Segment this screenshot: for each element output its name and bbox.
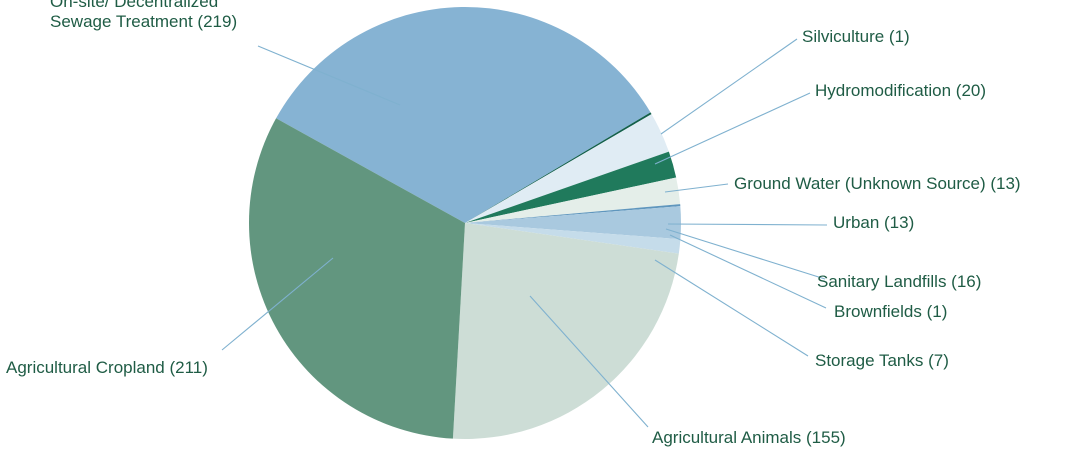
- leader-line-4: [667, 223, 828, 226]
- slice-label-line: Hydromodification (20): [815, 81, 986, 100]
- slice-label-line: Agricultural Animals (155): [652, 428, 846, 447]
- pie-slice-5: [465, 204, 681, 223]
- pie-slice-8: [452, 223, 679, 439]
- slice-label-line: Urban (13): [833, 213, 914, 232]
- pie-slices: [248, 6, 681, 439]
- leader-line-7: [654, 259, 809, 357]
- slice-label-8: Agricultural Animals (155): [652, 428, 846, 447]
- slice-label-line: Sanitary Landfills (16): [817, 272, 981, 291]
- slice-label-line: Brownfields (1): [834, 302, 947, 321]
- slice-label-7: Storage Tanks (7): [815, 351, 949, 370]
- leader-line-3: [664, 183, 729, 193]
- slice-label-line: Agricultural Cropland (211): [6, 358, 208, 377]
- leader-line-1: [660, 38, 798, 135]
- slice-label-3: Ground Water (Unknown Source) (13): [734, 174, 1021, 193]
- slice-label-line: Silviculture (1): [802, 27, 910, 46]
- slice-label-9: Agricultural Cropland (211): [6, 358, 208, 377]
- pie-slice-2: [465, 114, 669, 223]
- pie-slice-7: [465, 223, 681, 254]
- leader-line-9: [221, 257, 334, 351]
- pie-slice-6: [465, 206, 681, 240]
- slice-label-1: Silviculture (1): [802, 27, 910, 46]
- slice-label-5: Brownfields (1): [834, 302, 947, 321]
- pie-slice-9: [248, 118, 465, 439]
- pie-slice-3: [465, 151, 677, 223]
- leader-line-6: [665, 228, 826, 280]
- pie-slice-0: [276, 6, 651, 224]
- slice-label-line: Ground Water (Unknown Source) (13): [734, 174, 1021, 193]
- slice-label-0: On-site/ Decentralized Sewage Treatment (…: [50, 0, 237, 31]
- pie-slice-4: [465, 177, 681, 223]
- leader-line-0: [257, 45, 401, 106]
- slice-label-6: Sanitary Landfills (16): [817, 272, 981, 291]
- slice-label-line: Storage Tanks (7): [815, 351, 949, 370]
- slice-label-2: Hydromodification (20): [815, 81, 986, 100]
- slice-label-4: Urban (13): [833, 213, 914, 232]
- pie-slice-1: [465, 112, 652, 223]
- slice-label-line: On-site/ Decentralized: [50, 0, 218, 11]
- leader-line-8: [529, 295, 649, 428]
- slice-label-line: Sewage Treatment (219): [50, 12, 237, 31]
- leader-line-5: [669, 234, 827, 309]
- slice-labels: On-site/ Decentralized Sewage Treatment (…: [6, 0, 1021, 447]
- leader-line-2: [654, 92, 811, 165]
- leader-lines: [221, 38, 828, 428]
